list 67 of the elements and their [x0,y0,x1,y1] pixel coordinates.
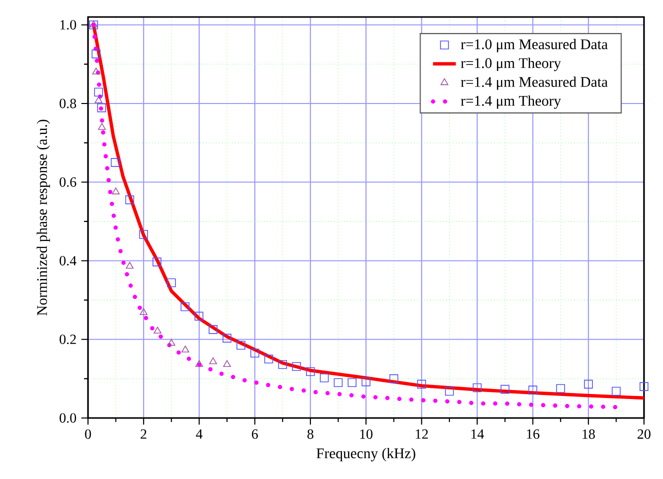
y-tick-label: 0.4 [60,256,76,266]
point [250,348,260,358]
point [139,230,148,239]
y-tick-label: 0.0 [60,413,76,423]
point [92,68,100,74]
y-tick-label: 0.8 [60,98,76,108]
x-tick-label: 10 [360,429,372,439]
point [208,325,218,334]
x-tick-label: 8 [307,429,314,439]
legend-label: r=1.4 μm Measured Data [460,76,608,90]
point [417,380,426,389]
x-tick-label: 6 [252,429,258,439]
point [278,360,288,369]
point [222,334,232,343]
x-tick-label: 2 [140,429,146,439]
point [154,326,162,334]
x-tick-label: 14 [471,429,484,439]
legend-label: r=1.0 μm Theory [460,58,562,72]
point [528,386,538,394]
legend-label: r=1.0 μm Measured Data [460,38,608,52]
point [320,374,329,382]
point [195,360,204,367]
x-axis-title: Frequecny (kHz) [316,448,416,462]
point [110,158,120,167]
x-tick-label: 0 [85,429,91,439]
point [556,384,566,393]
y-tick-label: 1.0 [60,20,76,30]
point [292,362,301,371]
point [98,123,106,130]
point [125,195,134,204]
point [584,380,593,389]
point [334,378,343,388]
y-tick-label: 0.2 [60,334,76,344]
point [472,383,482,392]
point [640,382,648,391]
point [152,258,162,266]
point [348,378,357,388]
point [612,386,621,396]
legend-label: r=1.4 μm Theory [460,95,562,109]
point [445,386,454,396]
point [180,302,190,312]
point [168,338,176,346]
point [92,50,100,58]
point [97,103,106,112]
point [209,357,217,364]
point [94,96,102,104]
point [264,354,274,364]
point [306,367,315,376]
point [167,278,176,288]
x-tick-label: 20 [638,429,650,439]
y-tick-label: 0.6 [60,177,76,187]
point [94,88,103,96]
point [389,374,398,384]
point [223,360,231,367]
x-tick-label: 18 [582,429,595,439]
x-tick-label: 4 [196,429,202,439]
point [362,377,370,386]
point [181,346,190,352]
point [194,312,204,321]
y-axis-title: Norminized phase response (a.u.) [36,120,50,316]
point [126,262,134,269]
point [236,340,246,350]
x-tick-label: 16 [527,429,540,439]
point [140,308,148,316]
x-tick-label: 12 [416,429,428,439]
point [112,188,120,194]
point [500,384,510,394]
